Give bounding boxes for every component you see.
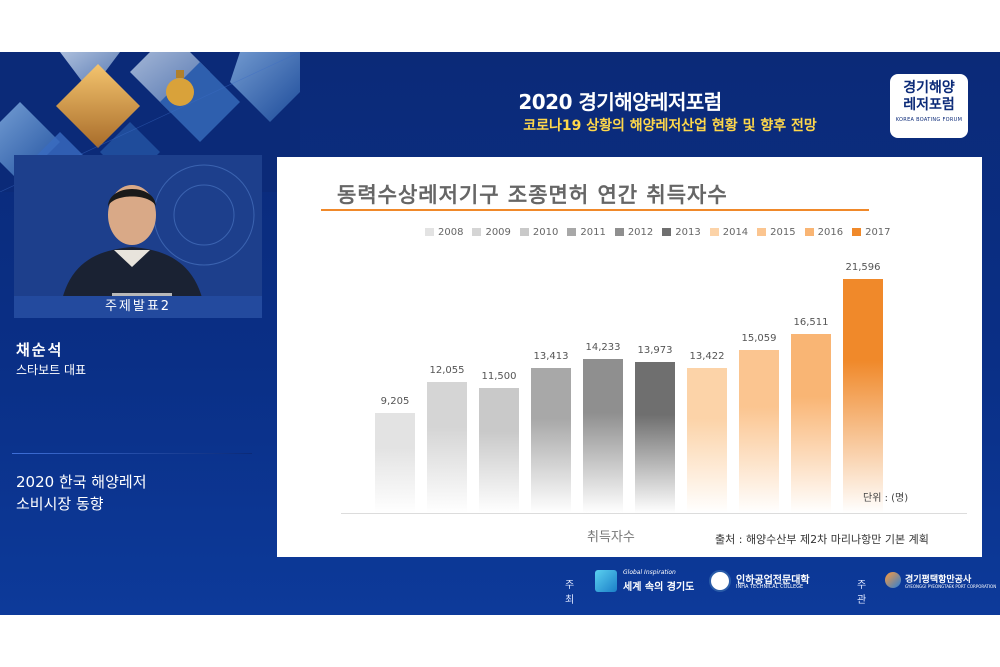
speaker-name: 채순석	[16, 341, 64, 359]
legend-swatch-2016	[804, 228, 814, 236]
host1-small: Global Inspiration	[623, 569, 676, 576]
source-note: 출처 : 해양수산부 제2차 마리나항만 기본 계획	[715, 533, 929, 546]
legend-swatch-2012	[614, 228, 624, 236]
legend-label-2011: 2011	[580, 227, 606, 238]
video-frame: 2020 경기해양레저포럼 코로나19 상황의 해양레저산업 현황 및 향후 전…	[0, 52, 1000, 615]
legend-item-2014: 2014	[709, 227, 749, 238]
legend-label-2015: 2015	[770, 227, 796, 238]
legend-label-2008: 2008	[438, 227, 464, 238]
host1-name: 세계 속의 경기도	[623, 582, 695, 593]
legend-swatch-2014	[709, 228, 719, 236]
data-label-2012: 14,233	[585, 341, 621, 353]
legend-label-2013: 2013	[675, 227, 701, 238]
legend-swatch-2010	[519, 228, 529, 236]
data-label-2010: 11,500	[481, 371, 517, 383]
presentation-topic: 2020 한국 해양레저 소비시장 동향	[16, 471, 147, 515]
host2-name: 인하공업전문대학	[736, 575, 810, 586]
host2-small: INHA TECHNICAL COLLEGE	[736, 584, 804, 590]
presenter-video	[14, 155, 262, 318]
port-logo-icon	[885, 572, 901, 588]
presenter-silhouette	[14, 155, 262, 318]
bar-2012	[583, 358, 623, 513]
legend-label-2010: 2010	[532, 227, 559, 238]
inha-emblem-icon	[709, 570, 731, 592]
legend-item-2013: 2013	[662, 227, 701, 238]
speaker-title: 스타보트 대표	[16, 363, 87, 377]
logo-line-1: 경기해양	[903, 80, 955, 96]
host-label: 주최	[565, 580, 575, 606]
organizer-label: 주관	[857, 580, 867, 606]
bar-2011	[531, 367, 571, 513]
legend-label-2009: 2009	[485, 227, 511, 238]
bar-2014	[687, 367, 727, 513]
legend-swatch-2013	[662, 228, 672, 236]
legend-item-2017: 2017	[852, 227, 891, 238]
data-label-2015: 15,059	[741, 332, 777, 344]
legend-swatch-2009	[472, 228, 482, 236]
legend-item-2010: 2010	[519, 227, 559, 238]
data-label-2016: 16,511	[793, 317, 829, 329]
presentation-slide: 동력수상레저기구 조종면허 연간 취득자수 2008 2009 2010 2011 20…	[277, 157, 982, 557]
bar-2017	[843, 279, 883, 513]
legend-label-2017: 2017	[865, 227, 891, 238]
legend-item-2011: 2011	[567, 227, 606, 238]
gyeonggi-logo-icon	[595, 570, 617, 592]
chart-title: 동력수상레저기구 조종면허 연간 취득자수	[337, 183, 728, 207]
chart-baseline	[341, 513, 967, 514]
bar-2013	[635, 361, 675, 513]
topic-line-2: 소비시장 동향	[16, 495, 104, 513]
unit-label: 단위 : (명)	[863, 493, 909, 504]
data-label-2011: 13,413	[533, 350, 569, 362]
data-label-2009: 12,055	[429, 365, 465, 377]
forum-logo: 경기해양 레저포럼 KOREA BOATING FORUM	[890, 74, 968, 138]
legend-swatch-2008	[425, 228, 434, 236]
bar-2009	[427, 382, 467, 513]
forum-subtitle: 코로나19 상황의 해양레저산업 현황 및 향후 전망	[523, 118, 817, 134]
bar-2008	[375, 413, 415, 513]
data-label-2013: 13,973	[637, 344, 673, 356]
logo-line-3: KOREA BOATING FORUM	[895, 117, 963, 123]
sidebar-divider	[12, 453, 252, 454]
logo-line-2: 레저포럼	[903, 97, 955, 113]
legend-swatch-2017	[852, 228, 862, 236]
data-label-2008: 9,205	[380, 396, 410, 408]
bar-2015	[739, 349, 779, 513]
legend-item-2009: 2009	[472, 227, 511, 238]
legend-label-2012: 2012	[627, 227, 654, 238]
legend-item-2016: 2016	[804, 227, 844, 238]
legend-item-2015: 2015	[757, 227, 796, 238]
legend-item-2008: 2008	[425, 227, 463, 238]
legend-swatch-2015	[757, 228, 767, 236]
bar-2016	[791, 334, 831, 513]
legend-item-2012: 2012	[614, 227, 654, 238]
bar-2010	[479, 388, 519, 513]
legend-label-2016: 2016	[817, 227, 844, 238]
data-label-2017: 21,596	[845, 262, 881, 274]
organizer-small: GYEONGGI PYEONGTAEK PORT CORPORATION	[905, 584, 997, 589]
chart-legend: 2008 2009 2010 2011 2012 2013 2014 2015 2016 2017	[425, 227, 900, 238]
forum-title: 2020 경기해양레저포럼	[518, 90, 722, 114]
title-underline	[321, 209, 869, 211]
legend-label-2014: 2014	[722, 227, 749, 238]
legend-swatch-2011	[567, 228, 577, 236]
topic-line-1: 2020 한국 해양레저	[16, 473, 147, 491]
data-label-2014: 13,422	[689, 350, 725, 362]
presenter-label: 주제발표2	[14, 296, 262, 318]
x-axis-label: 취득자수	[587, 530, 635, 545]
organizer-name: 경기평택항만공사	[905, 575, 972, 585]
